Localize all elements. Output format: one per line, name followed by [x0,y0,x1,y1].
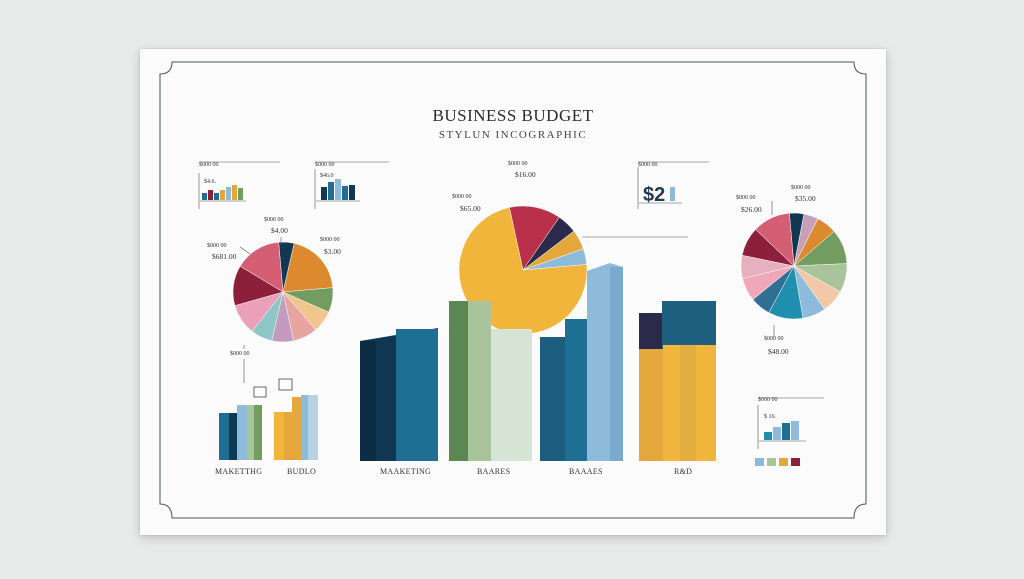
pie-left-label: $000 00 [230,350,250,357]
pie-right-label: $48.00 [768,347,789,356]
pie-left-leader [239,246,251,255]
mini-tc-bar [335,179,341,200]
pie-left-label: $681.00 [212,252,237,261]
pie-left-label: $4.00 [271,226,288,235]
mini-r-value: $ 16. [764,413,777,420]
main-bar-marketing-side [360,341,376,461]
chart-canvas: $000 00 $4.6. $000 00 $46.0 [198,160,848,476]
left-bar [229,413,237,460]
category-label: R&D [674,467,692,476]
main-bar-3-edge [610,267,623,461]
pie-right-label: $35.00 [795,194,816,203]
mini-chart-top-center: $000 00 $46.0 [314,161,389,209]
mini-tc-bar [342,186,348,200]
mini-tl-header: $000 00 [199,161,219,168]
left-bar [219,413,229,460]
pie-right-label: $000 00 [764,335,784,342]
pie-center-label: $16.00 [515,170,536,179]
mini-tr-header: $000 00 [638,161,658,168]
category-label: BUDLO [287,467,316,476]
decorative-frame [159,61,867,519]
pie-left-label: $000 00 [320,236,340,243]
mini-tc-value: $46.0 [320,172,334,179]
mini-tl-value: $4.6. [204,178,217,185]
left-bar [301,395,308,460]
main-bar-3-side [540,337,565,461]
pie-center-label: $000 00 [452,193,472,200]
chart-subtitle: STYLUN INCOGRAPHIC [438,129,588,141]
mini-tc-bar [328,182,334,200]
mini-tl-bar [232,185,237,200]
mini-tl-bar [226,187,231,200]
mini-chart-top-right: $000 00 $2 [637,161,709,209]
main-bar-2 [468,301,491,461]
mini-tc-header: $000 00 [315,161,335,168]
mini-r-header: $000 00 [758,396,778,403]
pie-chart-center [458,205,588,335]
main-bar-3 [565,319,587,461]
main-bar-2-front [491,329,532,461]
pie-chart-left [232,241,334,343]
mini-tr-bar [670,187,675,201]
mini-tl-bar [220,190,225,200]
left-bar [308,395,318,460]
pie-left-labels: $000 00 $4.00 $000 00 $3.00 $000 00 $681… [207,216,341,383]
left-bar [254,405,262,460]
left-bar [292,397,301,460]
main-bar-rd-highlight [680,345,696,461]
chart-icon [278,378,293,391]
pie-slice [755,212,795,267]
left-bar [237,405,247,460]
mini-r-bar [764,432,772,440]
main-bar-rd-top-right [662,301,716,349]
mini-tl-bar [214,193,219,200]
main-bar-2-side [449,301,468,461]
mini-r-legend-swatch [791,458,800,466]
pie-chart-right [740,212,848,320]
mini-tc-bar [349,185,355,200]
pie-left-label: $3.00 [324,247,341,256]
mini-r-legend-swatch [755,458,764,466]
mini-r-bar [773,427,781,440]
pie-left-label: $000 00 [207,242,227,249]
pie-center-label: $000 00 [508,160,528,167]
pie-center-labels: $000 00 $16.00 $000 00 $65.00 [452,160,688,238]
pie-slice [522,248,588,271]
pie-right-label: $000 00 [736,194,756,201]
pie-left-label: $000 00 [264,216,284,223]
pie-right-label: $26.00 [741,205,762,214]
mini-tr-value: $2 [643,184,665,206]
mini-r-legend-swatch [767,458,776,466]
main-bar-rd-top [639,313,665,353]
mini-chart-right: $000 00 $ 16. [755,396,824,466]
main-bar-rd [639,349,663,461]
main-bar-marketing-front [396,329,438,461]
category-label: BAARES [477,467,510,476]
infographic-card: BUSINESS BUDGET STYLUN INCOGRAPHIC $000 … [140,49,886,535]
mini-tl-bar [238,188,243,200]
mini-tc-bar [321,187,327,200]
mini-r-bar [782,423,790,440]
pie-right-labels: $000 00 $35.00 $000 00 $26.00 $000 00 $4… [736,184,816,356]
mini-tl-bar [202,193,207,200]
category-label: BAAAES [569,467,603,476]
pie-slice [282,242,334,293]
mini-r-bar [791,421,799,440]
mini-r-legend-swatch [779,458,788,466]
building-icon [253,386,267,398]
category-label: MAAKETING [380,467,431,476]
pie-right-label: $000 00 [791,184,811,191]
left-bar [284,412,292,460]
chart-title: BUSINESS BUDGET [432,106,594,125]
pie-slice [239,241,284,293]
left-bar [274,412,284,460]
mini-chart-top-left: $000 00 $4.6. [198,161,280,209]
left-bar-group: MAKETTHG BUDLO [215,378,318,476]
pie-center-label: $65.00 [460,204,481,213]
mini-tl-bar [208,190,213,200]
main-bar-chart: MAAKETING BAARES BAAAES R&D [360,263,716,476]
left-bar [247,405,254,460]
category-label: MAKETTHG [215,467,262,476]
